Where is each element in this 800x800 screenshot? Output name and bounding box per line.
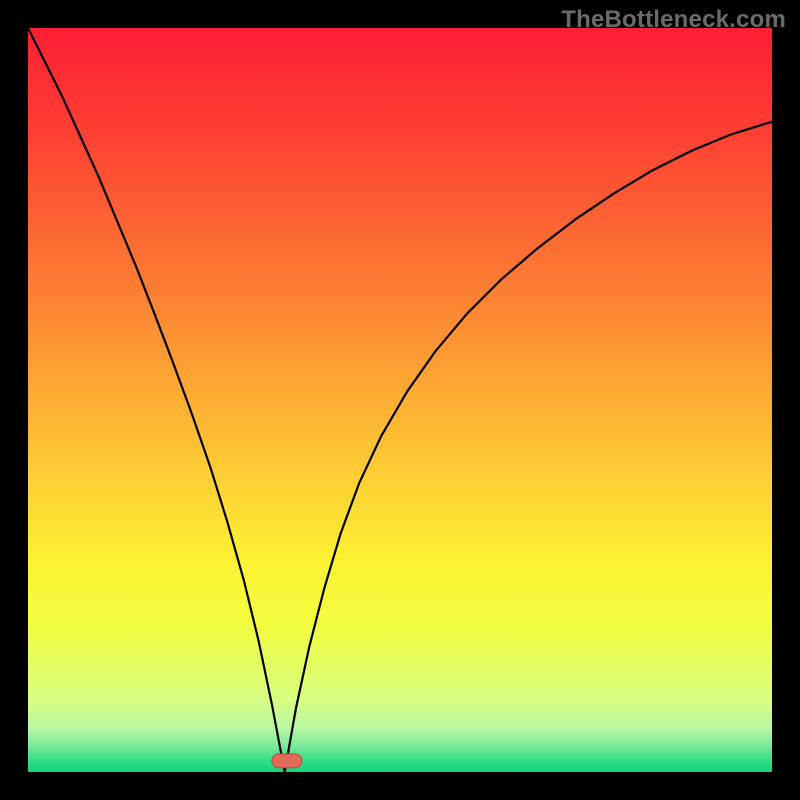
plot-area [28, 28, 772, 772]
min-marker [272, 754, 302, 768]
chart-svg [28, 28, 772, 772]
outer-frame: TheBottleneck.com [0, 0, 800, 800]
chart-background [28, 28, 772, 772]
